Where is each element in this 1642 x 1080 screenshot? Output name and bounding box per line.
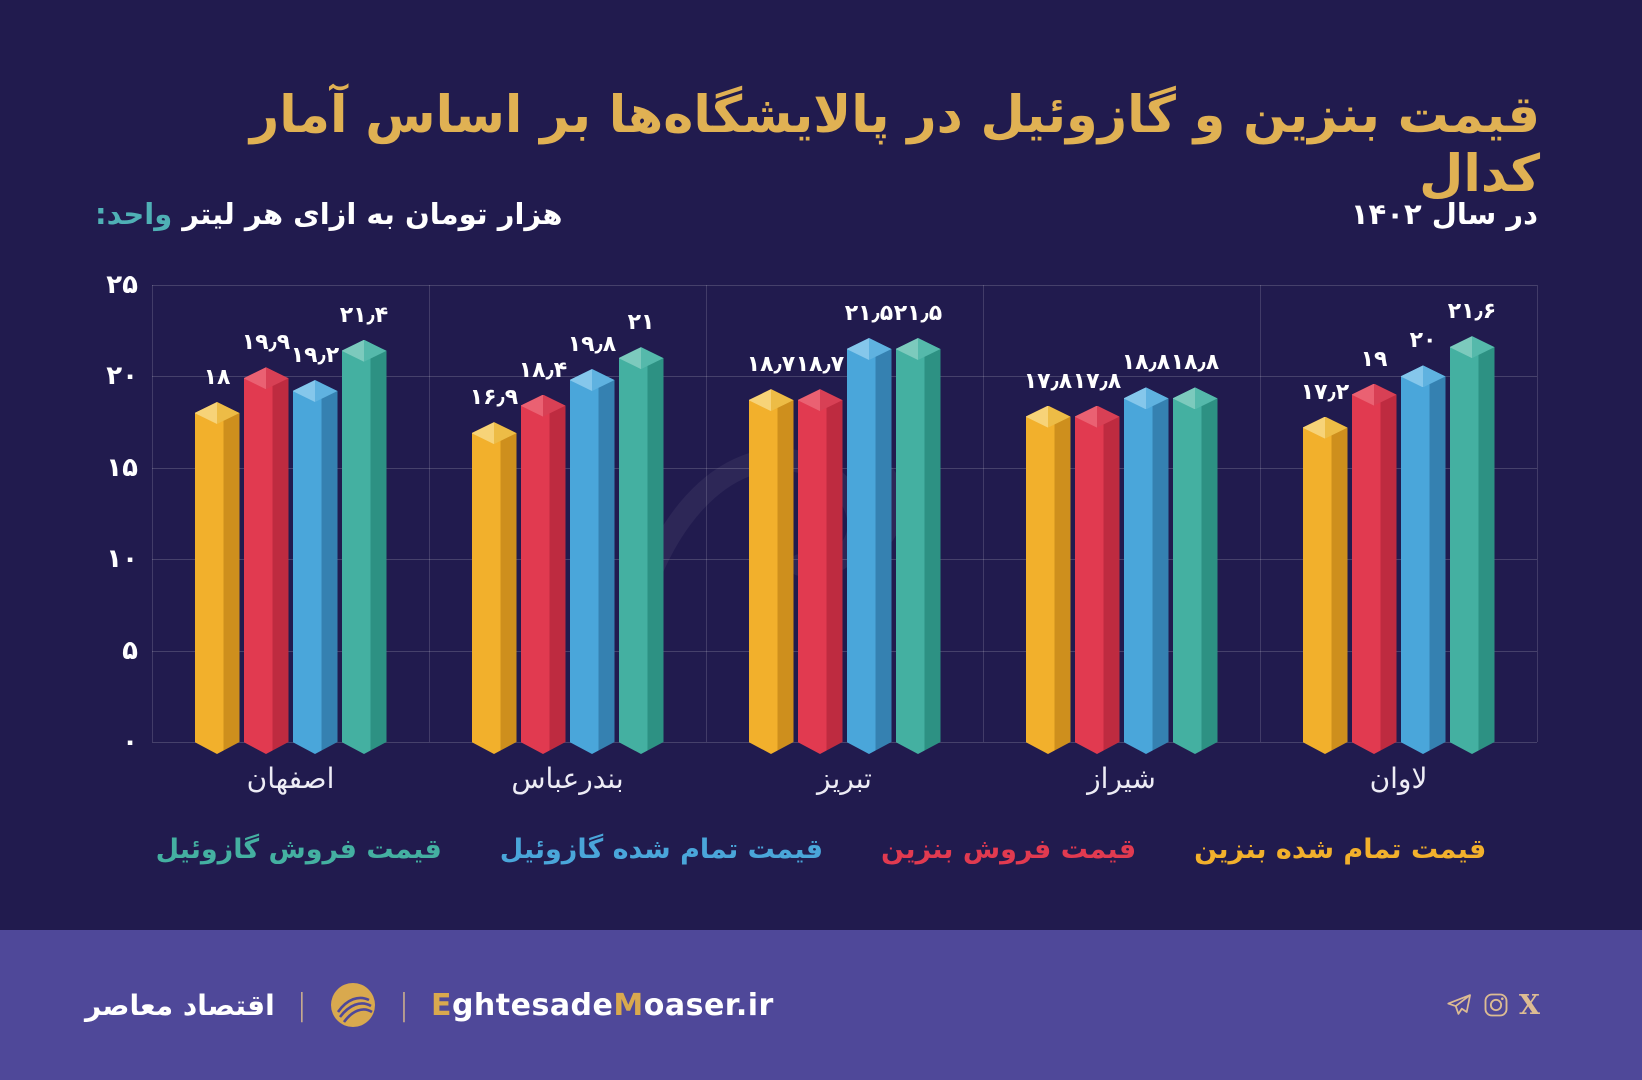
bar bbox=[896, 338, 941, 754]
bar-value-label: ۱۸٫۴ bbox=[518, 357, 568, 383]
bar-value-label: ۱۷٫۲ bbox=[1300, 379, 1350, 405]
legend-item: قیمت فروش بنزین bbox=[881, 834, 1137, 865]
bar-value-label: ۱۸٫۸ bbox=[1121, 350, 1171, 376]
footer-brand-cluster: اقتصاد معاصر | | EghtesadeMoaser.ir bbox=[85, 981, 774, 1029]
bar bbox=[1075, 406, 1120, 754]
y-axis-tick-label: ۲۵ bbox=[106, 270, 138, 300]
unit-label: واحد: bbox=[95, 197, 173, 231]
legend-item: قیمت فروش گازوئیل bbox=[155, 834, 442, 865]
y-axis-tick-label: ۵ bbox=[122, 635, 138, 666]
gridline-vertical bbox=[152, 285, 153, 742]
y-axis-tick-label: ۱۰ bbox=[106, 544, 138, 575]
instagram-icon[interactable] bbox=[1482, 991, 1510, 1019]
brand-url[interactable]: EghtesadeMoaser.ir bbox=[431, 988, 774, 1023]
page-title: قیمت بنزین و گازوئیل در پالایشگاه‌ها بر … bbox=[249, 86, 1541, 204]
bar bbox=[847, 338, 892, 754]
legend-item: قیمت تمام شده گازوئیل bbox=[499, 834, 824, 865]
y-axis-tick-label: ۱۵ bbox=[106, 452, 138, 483]
gridline-horizontal bbox=[152, 467, 1537, 469]
bar bbox=[293, 380, 338, 754]
gridline-vertical bbox=[983, 285, 984, 742]
gridline-horizontal bbox=[152, 650, 1537, 652]
bar bbox=[195, 402, 240, 754]
bar bbox=[1450, 336, 1495, 754]
bar-value-label: ۱۸ bbox=[203, 364, 231, 390]
bar-value-label: ۱۸٫۸ bbox=[1170, 350, 1220, 376]
bar-value-label: ۲۱٫۵ bbox=[844, 300, 894, 326]
bar bbox=[570, 369, 615, 754]
bar bbox=[342, 340, 387, 754]
bar bbox=[749, 389, 794, 754]
brand-url-part: M bbox=[613, 987, 644, 1023]
bar bbox=[798, 389, 843, 754]
bar bbox=[1352, 384, 1397, 754]
divider: | bbox=[296, 987, 307, 1023]
divider: | bbox=[398, 987, 409, 1023]
bar-value-label: ۲۱ bbox=[627, 310, 655, 336]
gridline-horizontal bbox=[152, 742, 1537, 743]
bar-value-label: ۱۹٫۹ bbox=[241, 330, 291, 356]
x-axis-category-label: بندرعباس bbox=[511, 762, 624, 795]
x-twitter-icon[interactable]: X bbox=[1519, 989, 1540, 1021]
brand-name-farsi: اقتصاد معاصر bbox=[85, 988, 275, 1022]
bar bbox=[1026, 406, 1071, 754]
bar bbox=[619, 347, 664, 754]
bar-value-label: ۱۷٫۸ bbox=[1072, 368, 1122, 394]
social-icons: X bbox=[1445, 991, 1540, 1019]
gridline-vertical bbox=[706, 285, 707, 742]
bar-value-label: ۱۸٫۷ bbox=[746, 352, 796, 378]
bar bbox=[521, 395, 566, 754]
brand-url-part: oaser.ir bbox=[643, 987, 774, 1023]
bar-value-label: ۲۱٫۵ bbox=[893, 300, 943, 326]
bar bbox=[472, 422, 517, 754]
bar-value-label: ۱۹ bbox=[1360, 346, 1388, 372]
gridline-horizontal bbox=[152, 285, 1537, 286]
unit-text: هزار تومان به ازای هر لیتر bbox=[182, 197, 563, 231]
x-axis-category-label: اصفهان bbox=[246, 762, 335, 795]
bar-value-label: ۱۹٫۲ bbox=[290, 343, 340, 369]
year-caption: در سال ۱۴۰۲ bbox=[1350, 197, 1538, 231]
gridline-horizontal bbox=[152, 376, 1537, 378]
chart-legend: قیمت تمام شده بنزین قیمت فروش بنزین قیمت ت… bbox=[0, 834, 1642, 865]
x-axis-category-label: تبریز bbox=[817, 762, 872, 795]
legend-item: قیمت تمام شده بنزین bbox=[1194, 834, 1487, 865]
unit-subtitle: واحد: هزار تومان به ازای هر لیتر bbox=[95, 197, 563, 231]
bar-value-label: ۱۷٫۸ bbox=[1023, 368, 1073, 394]
x-axis-category-label: لاوان bbox=[1369, 762, 1428, 795]
bar bbox=[244, 367, 289, 754]
bar bbox=[1401, 365, 1446, 754]
brand-url-part: E bbox=[430, 987, 452, 1023]
telegram-icon[interactable] bbox=[1445, 991, 1473, 1019]
bar bbox=[1173, 387, 1218, 754]
y-axis-tick-label: ۲۰ bbox=[106, 361, 138, 392]
bar-value-label: ۱۸٫۷ bbox=[795, 352, 845, 378]
bar bbox=[1303, 417, 1348, 754]
gridline-horizontal bbox=[152, 559, 1537, 561]
bar-value-label: ۱۶٫۹ bbox=[469, 385, 519, 411]
bar-value-label: ۲۱٫۶ bbox=[1447, 299, 1497, 325]
bar-value-label: ۲۱٫۴ bbox=[339, 302, 389, 328]
gridline-vertical bbox=[429, 285, 430, 742]
footer-bar: اقتصاد معاصر | | EghtesadeMoaser.ir X bbox=[0, 930, 1642, 1080]
bar-value-label: ۲۰ bbox=[1409, 328, 1437, 354]
bar bbox=[1124, 387, 1169, 754]
x-axis-category-label: شیراز bbox=[1087, 762, 1156, 795]
bar-value-label: ۱۹٫۸ bbox=[567, 332, 617, 358]
gridline-vertical bbox=[1260, 285, 1261, 742]
gridline-vertical bbox=[1537, 285, 1538, 742]
y-axis-tick-label: ۰ bbox=[122, 727, 138, 757]
brand-url-part: ghtesade bbox=[451, 987, 614, 1023]
brand-logo-icon bbox=[330, 983, 375, 1027]
